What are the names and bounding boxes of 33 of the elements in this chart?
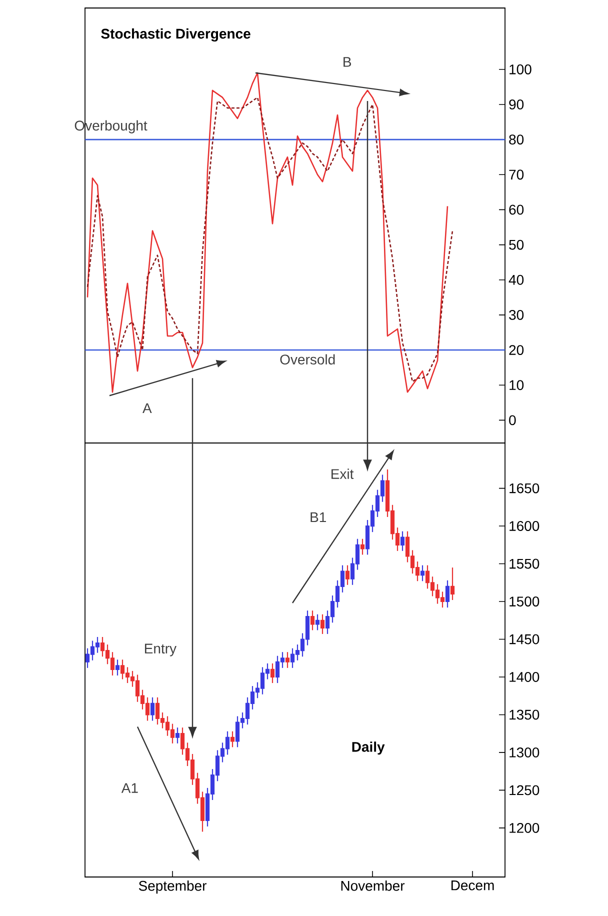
y-tick-label: 40: [508, 274, 524, 285]
y-tick-label: 1350: [510, 710, 540, 720]
x-tick-label: September: [138, 880, 207, 894]
annotation: B: [344, 57, 352, 67]
y-tick-label: 50: [509, 240, 524, 250]
y-tick-label: 1200: [510, 822, 540, 833]
text: Stochastic Divergence: [101, 28, 250, 42]
y-tick-label: 30: [509, 310, 524, 320]
annotation: Exit: [332, 468, 354, 479]
x-tick-label: Decem: [451, 880, 494, 890]
y-tick-label: 1500: [510, 596, 540, 606]
annotation: Entry: [144, 644, 176, 656]
y-tick-label: 1250: [510, 785, 540, 796]
text: Daily: [352, 742, 385, 755]
annotation: A: [142, 403, 152, 414]
y-tick-label: 80: [509, 134, 524, 145]
y-tick-label: 1300: [510, 747, 540, 758]
annotation: A1: [121, 783, 138, 793]
annotation: B1: [310, 512, 326, 522]
y-tick-label: 90: [509, 99, 524, 110]
y-tick-label: 70: [509, 170, 524, 180]
y-tick-label: 1600: [510, 521, 540, 531]
y-tick-label: 1550: [510, 558, 540, 569]
y-tick-label: 20: [509, 345, 524, 355]
x-tick-label: November: [341, 880, 405, 891]
y-tick-label: 1650: [510, 483, 540, 494]
y-tick-label: 1450: [510, 634, 540, 644]
y-tick-label: 100: [510, 64, 532, 74]
y-tick-label: 60: [509, 204, 524, 215]
y-tick-label: 10: [510, 380, 524, 390]
y-tick-label: 1400: [510, 672, 540, 682]
y-tick-label: 0: [509, 415, 516, 426]
ref-line-label: Oversold: [280, 354, 335, 365]
